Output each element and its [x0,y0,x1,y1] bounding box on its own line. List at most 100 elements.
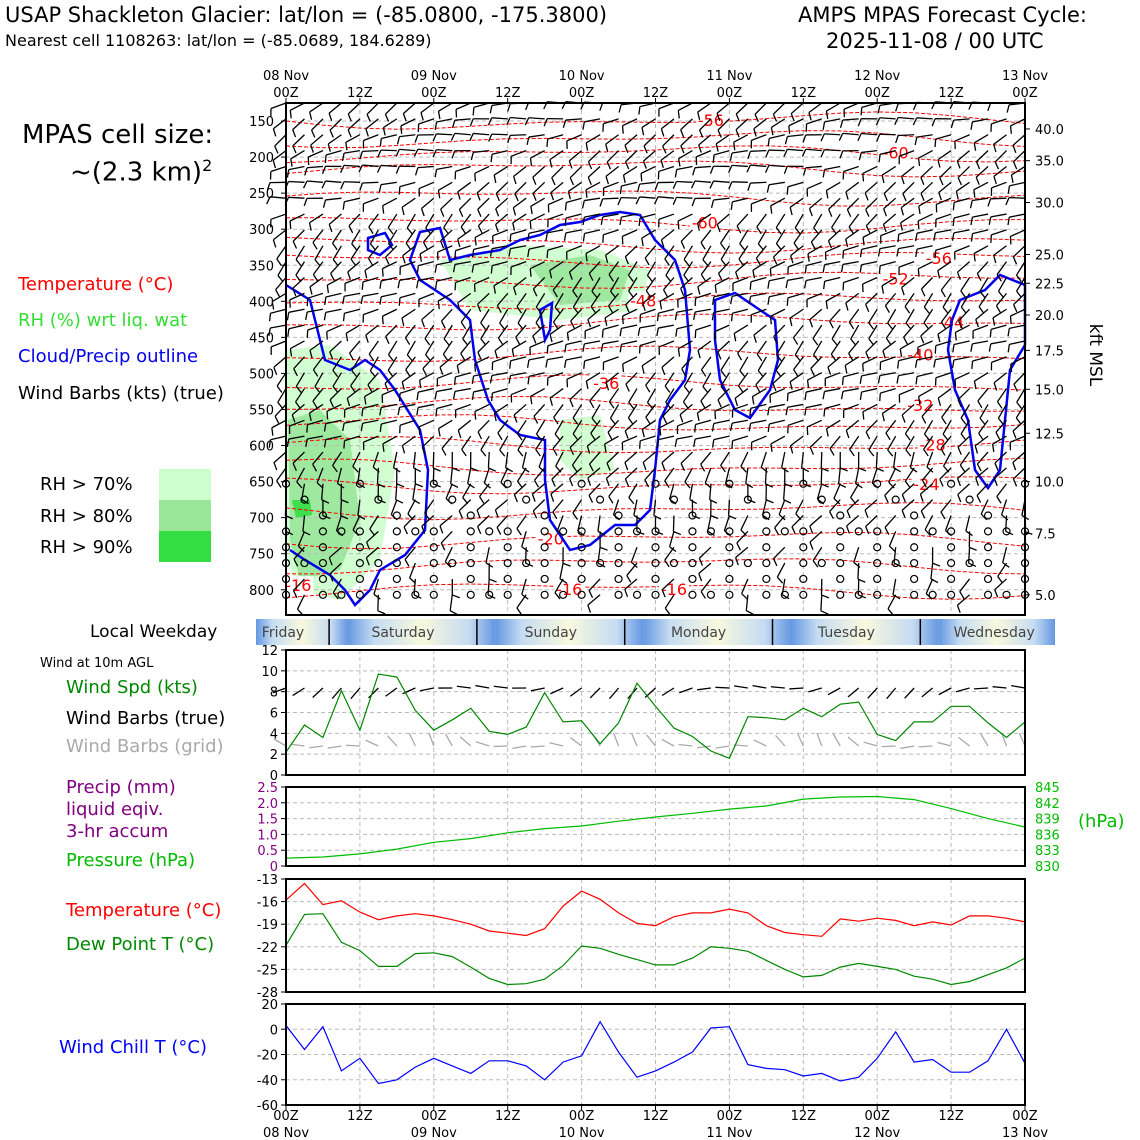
wind-barb-flag [957,177,963,186]
wind-barb [884,515,897,528]
wind-barb-flag [326,284,330,294]
top-time-label: 12Z [347,86,373,101]
wind-barb-flag [937,270,941,279]
wind-barb-flag [456,365,460,374]
wind-barb [694,180,711,183]
wind-barb [794,213,804,229]
wind-barb-flag [664,480,670,488]
wind-barb-flag [627,417,634,425]
wind-barb-flag [882,350,886,359]
wind-barb [403,515,416,528]
wind-barb [328,213,342,225]
rh-70-label: RH > 70% [40,474,133,495]
wind-barb-flag [381,316,384,325]
wind-barb [399,181,416,188]
wind-barb [664,372,675,387]
wind-barb [861,132,878,136]
wind-barb [697,276,712,288]
wind-barb-flag [769,268,772,277]
wind-barb [752,261,767,271]
wind-speed-line [285,673,1026,760]
wind-barb [1015,404,1026,419]
wind-barb [717,118,730,131]
calm-wind-marker [873,574,882,584]
wind-barb [325,292,342,298]
wind-barb-flag [900,207,905,216]
wind-barb-flag [656,439,660,448]
wind-barb [442,340,453,355]
wind-barb-flag [587,161,593,170]
wind-barb-flag [624,589,629,598]
wind-barb [957,165,971,179]
grid-wind-barb [444,733,453,747]
wind-barb [683,245,694,260]
wind-barb [604,435,619,445]
wind-barb-flag [700,400,706,409]
wind-barb [495,499,509,511]
calm-wind-marker [540,511,549,520]
wind-barb [312,356,324,371]
wind-barb [843,276,859,284]
calm-wind-marker [355,527,364,536]
wind-barb [625,372,638,385]
wind-barb-flag [709,166,715,174]
cell-size-value: ~(2.3 km)2 [70,156,213,188]
wind-barb-flag [1012,478,1018,487]
wind-barb-flag [350,258,357,266]
wind-barb [343,149,361,154]
calm-wind-marker [577,479,586,488]
wind-barb [684,467,694,483]
wind-barb [585,181,601,191]
calm-wind-marker [928,590,937,599]
wind-barb [825,372,841,379]
wind-barb-flag [674,169,678,178]
wind-barb [972,213,989,218]
wind-barb-flag [720,465,726,473]
wind-barb-flag [608,496,614,504]
wind-barb-flag [379,296,382,305]
wind-barb [755,245,767,259]
wind-barb [898,149,915,157]
contour-label-bg [628,291,659,310]
contour-label-bg [880,269,911,288]
wind-barb [826,102,841,112]
wind-barb [476,499,490,511]
wind-barb-flag [365,334,369,343]
wind-barb [348,213,361,227]
calm-wind-marker [762,543,771,552]
wind-barb [587,165,601,178]
wind-barb-flag [326,411,329,420]
wind-barb [529,213,545,222]
wind-barb-flag [865,351,870,360]
wind-barb-flag [820,467,829,472]
wind-barb [953,229,970,234]
wind-barb-flag [293,368,298,377]
wind-barb [713,149,730,156]
wind-barb [892,578,897,595]
wind-barb [713,419,730,425]
wind-barb-flag [920,177,925,185]
wind-barb [528,229,545,234]
wind-barb-flag [533,416,539,424]
wind-barb-flag [865,526,870,535]
wind-barb [510,149,527,157]
wind-barb [972,356,989,362]
wind-barb [330,261,342,274]
calm-wind-marker [854,527,863,536]
wind-barb [773,546,786,560]
wind-barb [965,515,971,532]
calm-wind-marker [836,511,845,520]
wind-barb [775,340,786,355]
wind-barb [440,229,453,242]
wind-barb [530,387,545,397]
wind-barb [497,419,509,434]
wind-barb [624,578,638,590]
wind-barb-flag [696,222,700,231]
wind-barb [678,340,693,350]
calm-wind-marker [355,479,364,488]
wind-barb-flag [876,133,881,142]
wind-barb-flag [960,417,967,425]
rh-shading-5 [292,500,312,518]
wind-barb-flag [545,359,549,368]
wind-barb-flag [348,225,354,234]
